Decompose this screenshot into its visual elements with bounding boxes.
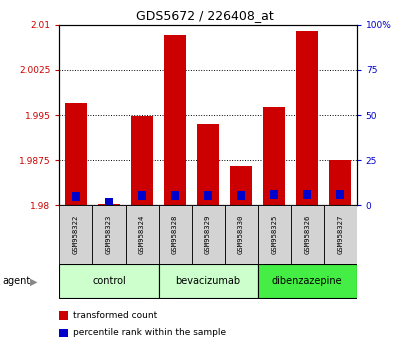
Bar — [92, 205, 125, 264]
Bar — [171, 191, 179, 200]
Bar — [131, 116, 153, 205]
Text: dibenzazepine: dibenzazepine — [271, 276, 342, 286]
Text: GSM958323: GSM958323 — [106, 215, 112, 254]
Bar — [65, 103, 86, 205]
Bar — [203, 191, 212, 200]
Text: GSM958326: GSM958326 — [303, 215, 309, 254]
Bar — [224, 205, 257, 264]
Bar — [158, 205, 191, 264]
Bar — [230, 166, 251, 205]
Text: control: control — [92, 276, 126, 286]
Text: GSM958324: GSM958324 — [139, 215, 145, 254]
Bar — [72, 192, 80, 200]
Bar — [335, 190, 344, 199]
Text: transformed count: transformed count — [73, 310, 157, 320]
Bar — [263, 107, 284, 205]
Text: GSM958328: GSM958328 — [172, 215, 178, 254]
Bar — [105, 198, 113, 207]
Bar — [236, 191, 245, 200]
Bar — [197, 124, 218, 205]
Bar — [290, 205, 323, 264]
Bar — [257, 205, 290, 264]
Text: GSM958322: GSM958322 — [73, 215, 79, 254]
Text: GDS5672 / 226408_at: GDS5672 / 226408_at — [136, 9, 273, 22]
Bar — [164, 35, 185, 205]
Text: GSM958325: GSM958325 — [270, 215, 276, 254]
Text: GSM958330: GSM958330 — [238, 215, 243, 254]
Text: agent: agent — [2, 276, 30, 286]
Text: percentile rank within the sample: percentile rank within the sample — [73, 328, 226, 337]
Bar — [191, 205, 224, 264]
Bar — [59, 264, 158, 298]
Bar — [302, 190, 310, 199]
Bar — [270, 190, 278, 199]
Text: GSM958327: GSM958327 — [336, 215, 342, 254]
Bar — [158, 264, 257, 298]
Bar — [137, 191, 146, 200]
Bar — [59, 205, 92, 264]
Bar — [257, 264, 356, 298]
Bar — [98, 204, 119, 205]
Text: ▶: ▶ — [29, 276, 37, 286]
Text: GSM958329: GSM958329 — [204, 215, 211, 254]
Text: bevacizumab: bevacizumab — [175, 276, 240, 286]
Bar — [329, 160, 350, 205]
Bar — [125, 205, 158, 264]
Bar — [323, 205, 356, 264]
Bar — [296, 31, 317, 205]
